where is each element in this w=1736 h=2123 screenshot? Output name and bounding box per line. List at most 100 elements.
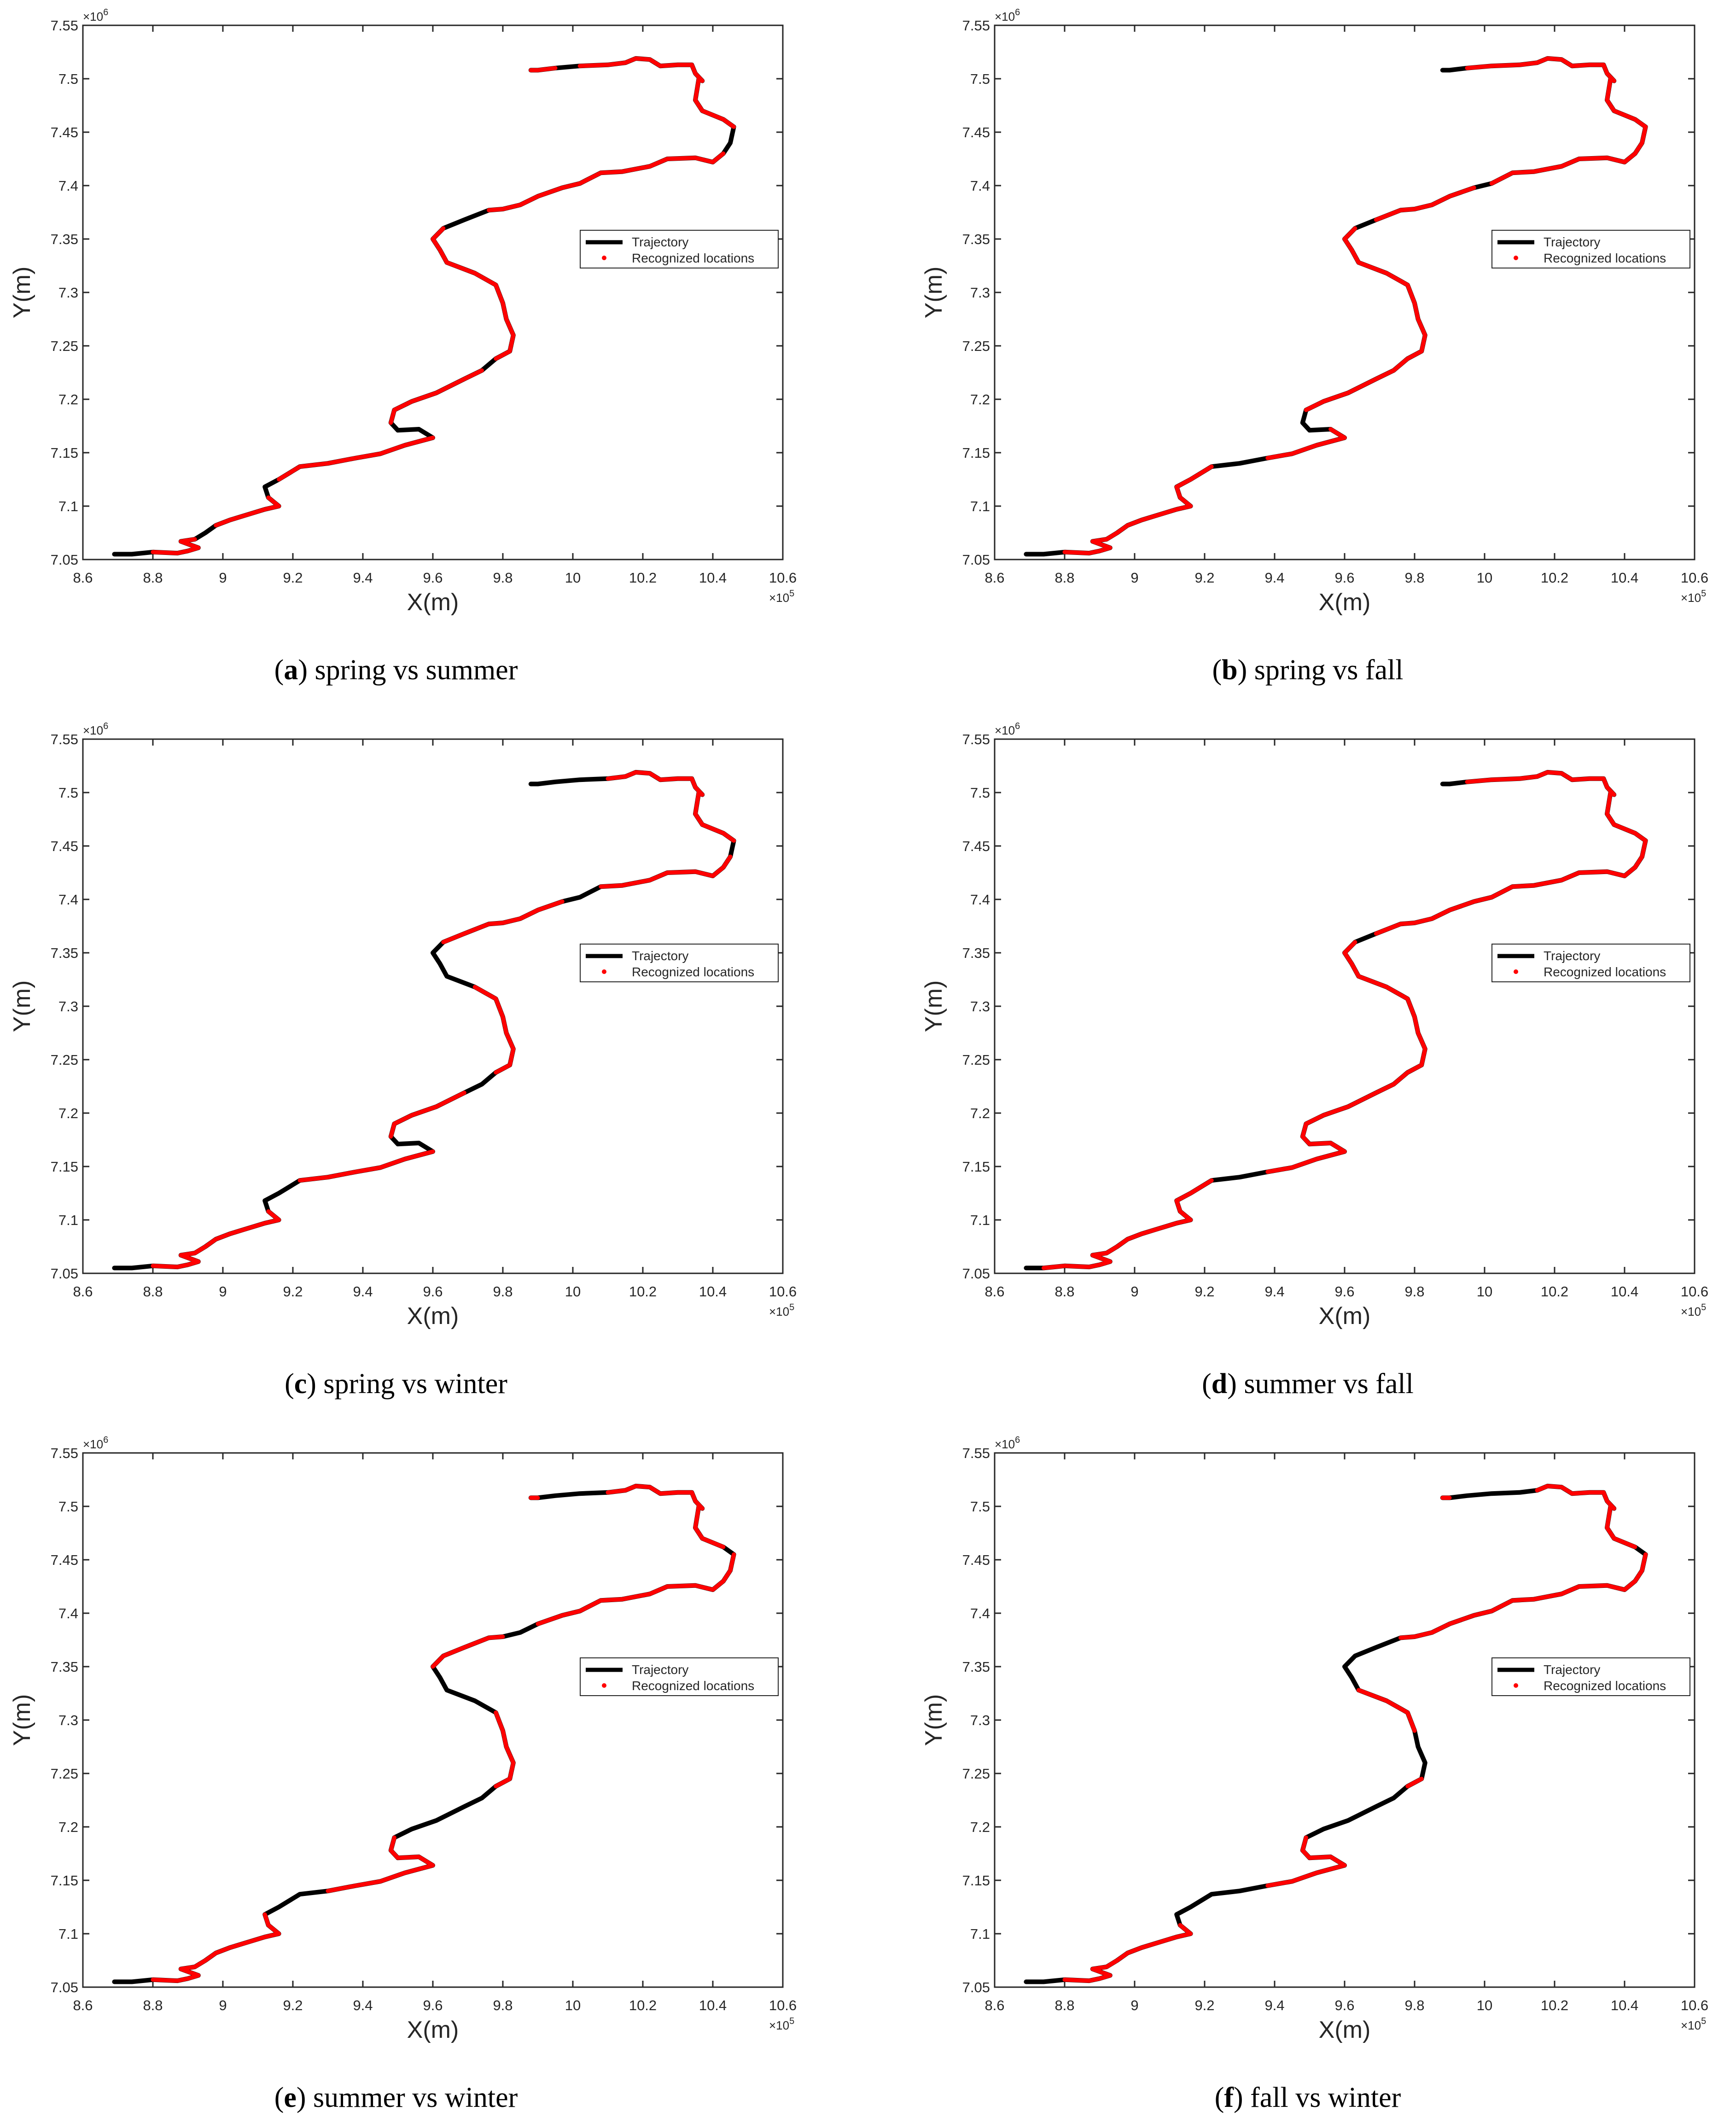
plot-area <box>994 24 1695 560</box>
y-tick-label: 7.4 <box>58 1605 78 1621</box>
chart-panel-e: 8.6 8.8 9 9.2 9.4 9.6 9.8 10 10.2 10.4 10.6 7.05 7.1… <box>9 1435 797 2113</box>
caption-label: f <box>1224 2082 1234 2113</box>
caption-paren-close: ) <box>298 654 315 686</box>
y-exponent-label: ×106 <box>83 721 108 737</box>
y-tick-label: 7.3 <box>970 998 990 1015</box>
x-tick-label: 10.6 <box>769 1997 797 2013</box>
y-exponent-label: ×106 <box>995 7 1020 23</box>
y-tick-label: 7.05 <box>962 552 990 568</box>
plot-area <box>82 24 784 560</box>
x-exponent-label: ×105 <box>1681 1302 1706 1318</box>
y-tick-label: 7.55 <box>962 731 990 747</box>
caption-text: fall vs winter <box>1250 2082 1401 2113</box>
y-tick-label: 7.55 <box>962 17 990 34</box>
x-tick-label: 8.8 <box>1054 1997 1074 2013</box>
x-exponent-power: 5 <box>789 1302 794 1312</box>
y-tick-label: 7.45 <box>51 124 78 140</box>
y-tick-label: 7.2 <box>58 1819 78 1835</box>
recognized-locations-series <box>1265 1835 1347 1888</box>
recognized-locations-series <box>472 985 516 1075</box>
x-tick-label: 9 <box>1130 1997 1138 2013</box>
x-tick-label: 8.6 <box>73 1283 93 1300</box>
y-exponent-label: ×106 <box>83 1435 108 1451</box>
recognized-locations-series <box>151 1912 281 1983</box>
y-tick-label: 7.55 <box>51 17 78 34</box>
recognized-locations-series <box>277 436 435 482</box>
caption-paren-open: ( <box>274 2082 284 2113</box>
x-tick-label: 9.2 <box>1194 1283 1214 1300</box>
x-tick-label: 10.4 <box>699 570 727 586</box>
y-exponent-power: 6 <box>103 7 108 17</box>
y-tick-label: 7.3 <box>970 1712 990 1728</box>
x-tick-label: 9.4 <box>1264 1997 1284 2013</box>
panel-caption: (a) spring vs summer <box>274 654 518 686</box>
y-tick-label: 7.15 <box>51 1159 78 1175</box>
x-tick-label: 9.2 <box>1194 1997 1214 2013</box>
y-tick-label: 7.5 <box>58 785 78 801</box>
y-tick-label: 7.35 <box>51 1659 78 1675</box>
y-tick-label: 7.5 <box>58 1499 78 1515</box>
y-tick-label: 7.05 <box>962 1979 990 1995</box>
x-tick-label: 10.4 <box>699 1997 727 2013</box>
caption-label: b <box>1222 654 1237 686</box>
legend-trajectory-label: Trajectory <box>632 235 688 249</box>
plot-area <box>82 1452 784 1988</box>
x-exponent-label: ×105 <box>769 1302 794 1318</box>
x-tick-label: 10.6 <box>1681 1997 1708 2013</box>
recognized-locations-series <box>151 1209 281 1269</box>
plot-area <box>994 1452 1695 1988</box>
recognized-locations-series <box>577 56 736 129</box>
x-axis-label: X(m) <box>407 1303 459 1330</box>
caption-label: c <box>294 1368 307 1400</box>
caption-label: a <box>284 654 298 686</box>
y-exponent-power: 6 <box>103 721 108 731</box>
y-axis-label: Y(m) <box>9 267 35 319</box>
caption-text: spring vs fall <box>1254 654 1404 686</box>
y-tick-label: 7.1 <box>970 1926 990 1942</box>
chart-panel-c: 8.6 8.8 9 9.2 9.4 9.6 9.8 10 10.2 10.4 10.6 7.05 7.1… <box>9 721 797 1400</box>
legend-recognized-label: Recognized locations <box>1544 965 1666 979</box>
legend <box>1491 1657 1690 1696</box>
legend-trajectory-label: Trajectory <box>632 1662 688 1677</box>
y-tick-label: 7.4 <box>970 892 990 908</box>
caption-paren-open: ( <box>285 1368 294 1400</box>
legend-trajectory-label: Trajectory <box>1544 949 1600 963</box>
panel-caption: (e) summer vs winter <box>274 2082 518 2113</box>
y-tick-label: 7.45 <box>962 1552 990 1568</box>
legend-recognized-swatch <box>602 1683 606 1688</box>
panel-caption: (b) spring vs fall <box>1212 654 1403 686</box>
x-exponent-label: ×105 <box>1681 589 1706 605</box>
x-axis-label: X(m) <box>1319 1303 1371 1330</box>
legend <box>580 230 779 268</box>
y-tick-label: 7.15 <box>962 445 990 461</box>
x-tick-label: 9 <box>1130 1283 1138 1300</box>
recognized-locations-series <box>151 537 201 555</box>
x-tick-label: 8.8 <box>143 1997 163 2013</box>
x-axis-label: X(m) <box>1319 2017 1371 2043</box>
x-tick-label: 10.4 <box>1611 1283 1638 1300</box>
recognized-locations-series <box>1374 770 1648 936</box>
y-axis-label: Y(m) <box>9 980 35 1032</box>
y-tick-label: 7.1 <box>970 498 990 514</box>
y-tick-label: 7.45 <box>51 838 78 854</box>
y-tick-label: 7.45 <box>962 124 990 140</box>
y-exponent-label: ×106 <box>995 721 1020 737</box>
chart-panel-d: 8.6 8.8 9 9.2 9.4 9.6 9.8 10 10.2 10.4 10.6 7.05 7.1… <box>920 721 1708 1400</box>
x-tick-label: 9.8 <box>493 1997 513 2013</box>
recognized-locations-series <box>1062 1923 1193 1983</box>
x-tick-label: 10 <box>565 1997 581 2013</box>
y-tick-label: 7.1 <box>58 1926 78 1942</box>
y-tick-label: 7.2 <box>970 1105 990 1121</box>
x-exponent-power: 5 <box>1701 589 1706 599</box>
x-tick-label: 10.6 <box>1681 570 1708 586</box>
legend-recognized-swatch <box>1514 256 1518 260</box>
chart-panel-a: 8.6 8.8 9 9.2 9.4 9.6 9.8 10 10.2 10.4 10.6 7.05 7.1… <box>9 7 797 686</box>
y-tick-label: 7.2 <box>970 391 990 408</box>
x-exponent-power: 5 <box>789 2016 794 2026</box>
recognized-locations-series <box>1374 186 1476 222</box>
x-tick-label: 8.8 <box>143 570 163 586</box>
recognized-locations-series <box>431 1634 505 1669</box>
panel-caption: (c) spring vs winter <box>285 1368 507 1400</box>
legend-recognized-label: Recognized locations <box>632 251 754 265</box>
legend <box>580 1657 779 1696</box>
